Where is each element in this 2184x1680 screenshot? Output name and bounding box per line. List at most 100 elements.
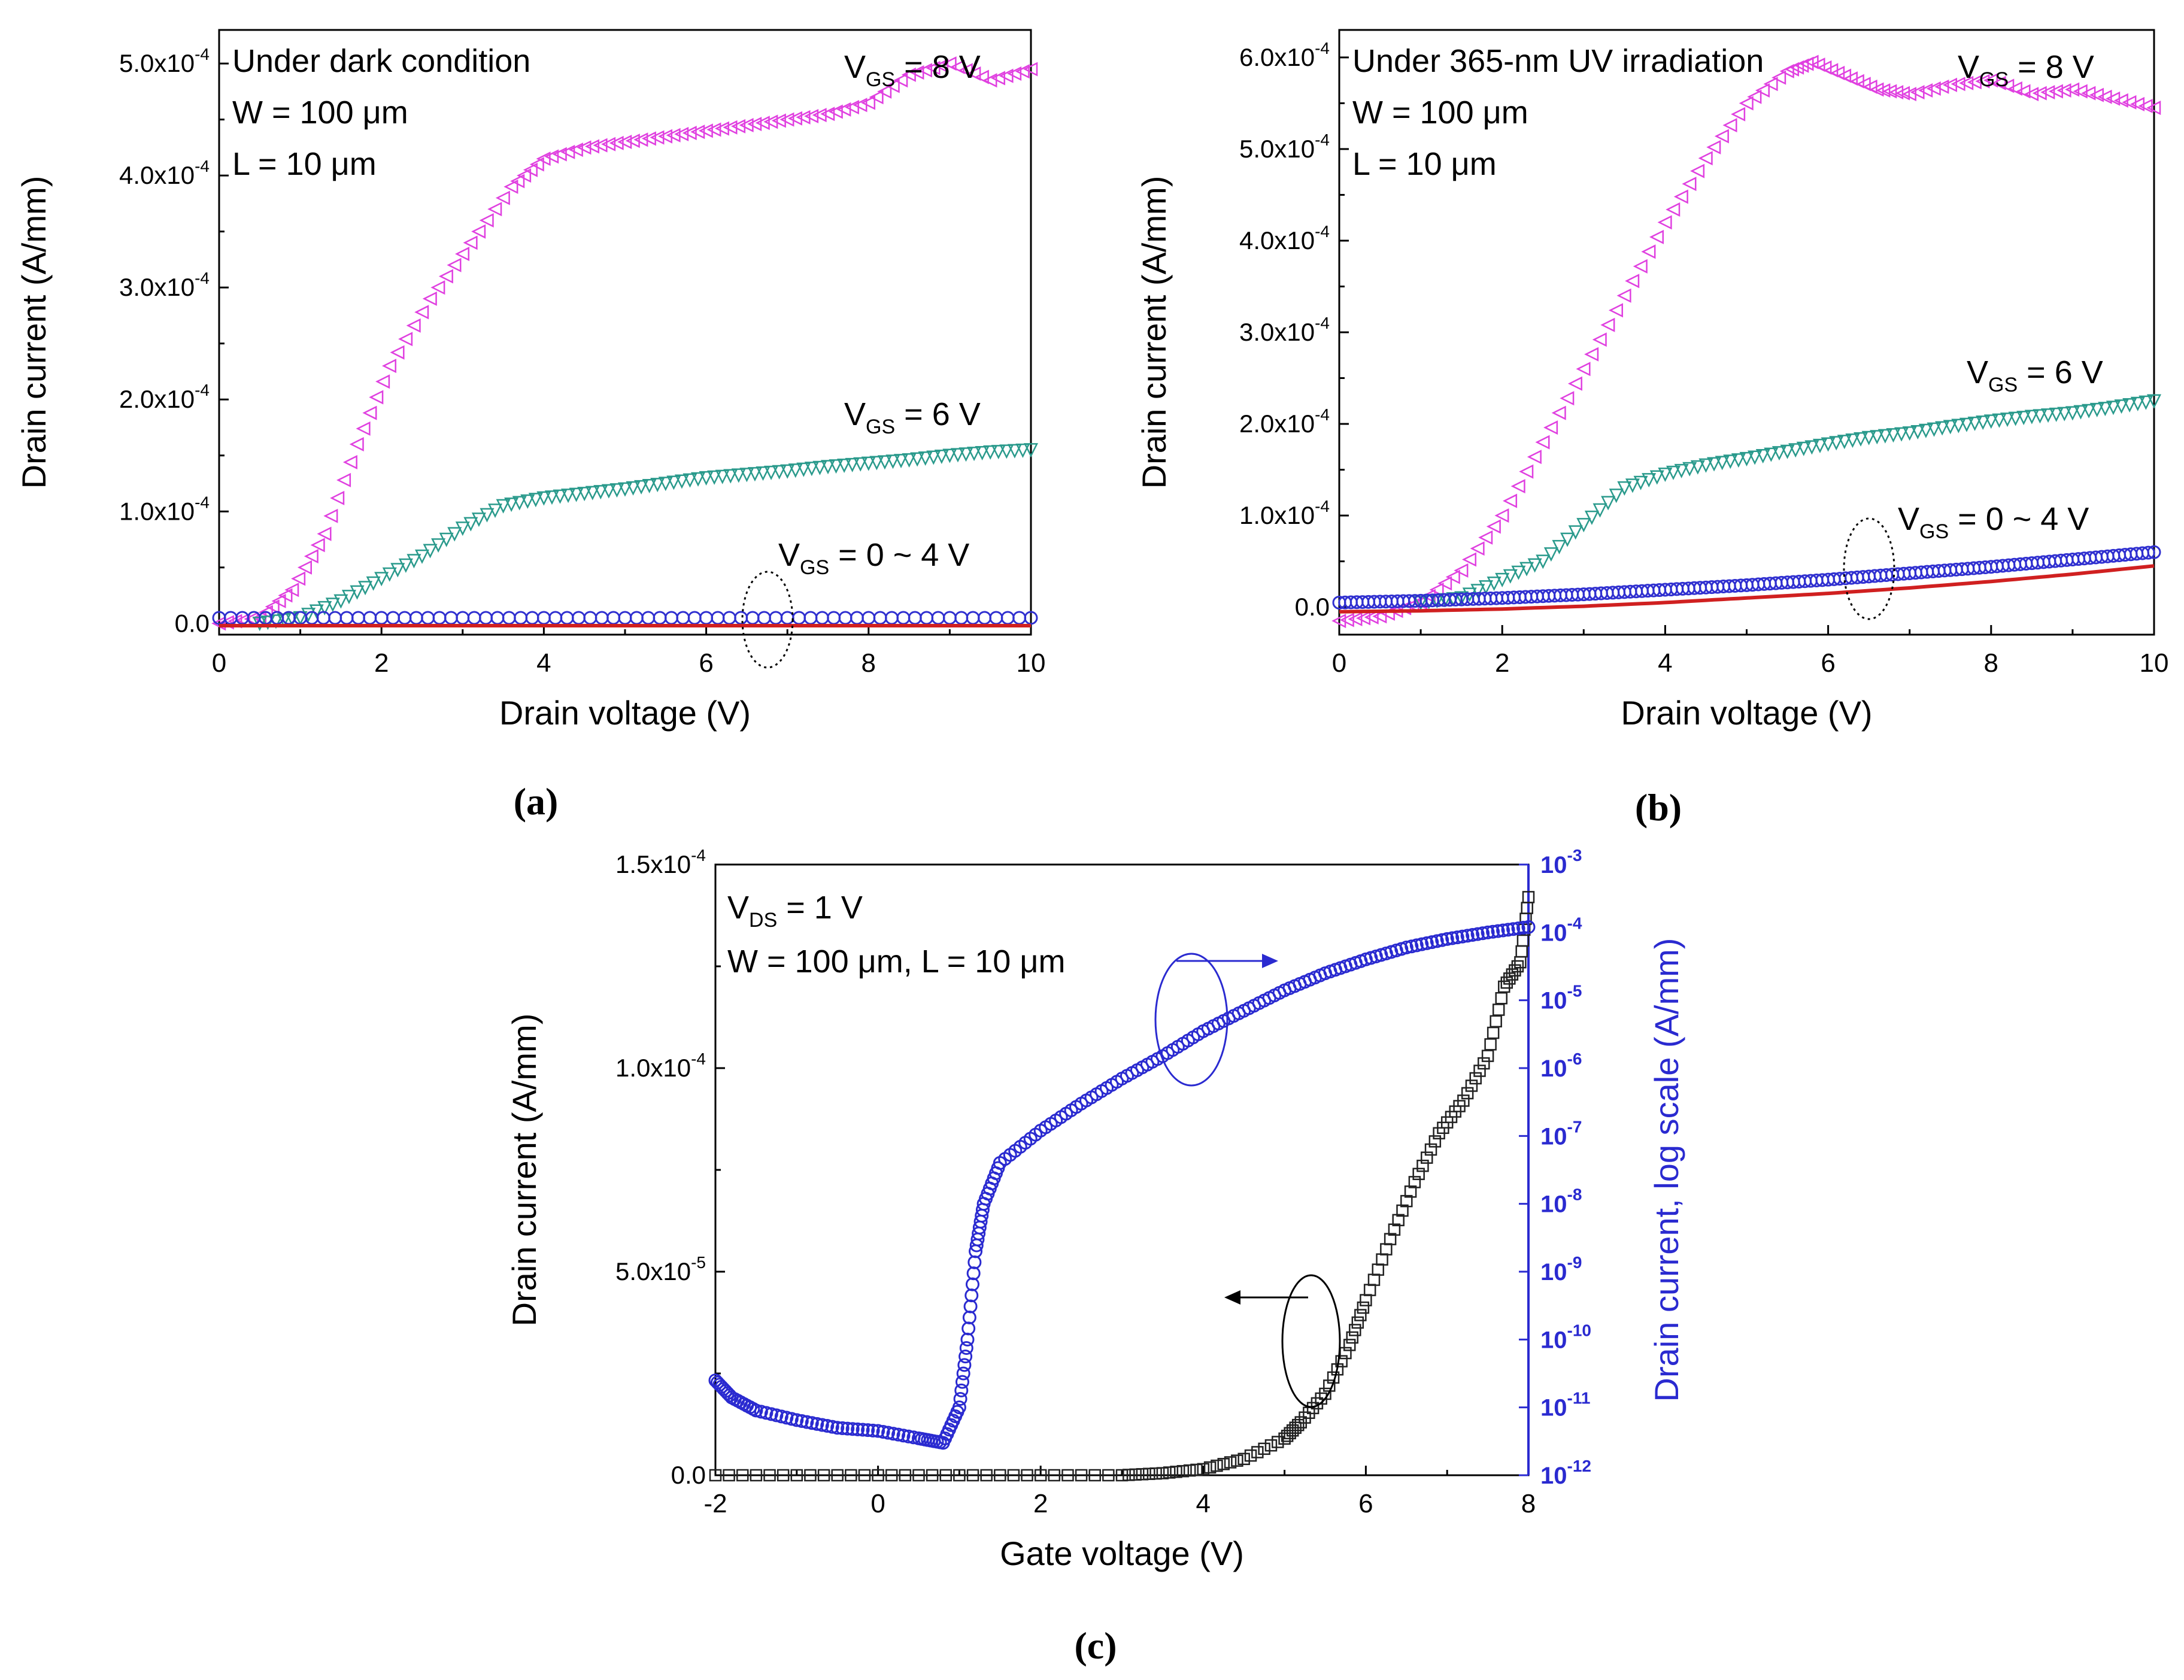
data-point-vgs6 (2008, 411, 2023, 426)
data-point-log (1450, 930, 1464, 945)
data-point-vgs6 (2098, 402, 2113, 417)
data-point-linear (1400, 1194, 1413, 1208)
data-point-log (1496, 923, 1510, 938)
data-point-vgs6 (496, 499, 511, 514)
data-point-vgs8 (1331, 614, 1346, 629)
data-point-vgs6 (707, 470, 722, 485)
data-point-vgs6 (1854, 432, 1868, 447)
series-vgs6 (252, 443, 1039, 632)
data-point-linear (1412, 1167, 1425, 1181)
data-point-vgs6 (642, 478, 657, 494)
y-tick-label: 5.0x10-5 (615, 1253, 706, 1285)
data-point-linear (776, 1469, 790, 1482)
data-point-vgs4 (896, 611, 911, 625)
data-point-vgs8 (1584, 347, 1599, 362)
data-point-vgs8 (336, 472, 351, 487)
data-point-vgs4 (954, 611, 969, 625)
data-point-linear (1346, 1331, 1359, 1344)
data-point-linear (1075, 1469, 1088, 1482)
data-point-vgs6 (1772, 446, 1786, 461)
data-point-vgs8 (1364, 609, 1379, 624)
data-point-vgs8 (1641, 244, 1656, 259)
data-point-vgs6 (544, 490, 559, 505)
data-point-vgs8 (1535, 435, 1550, 450)
data-point-vgs6 (1861, 430, 1876, 445)
data-point-vgs8 (523, 162, 538, 177)
data-point-linear (1408, 1176, 1421, 1188)
data-point-vgs8 (517, 168, 532, 183)
data-point-vgs6 (601, 484, 616, 499)
data-point-vgs4 (641, 611, 656, 625)
data-point-log (1409, 938, 1424, 953)
data-point-log (856, 1423, 870, 1437)
data-point-vgs4 (467, 611, 481, 625)
data-point-linear (1021, 1469, 1033, 1482)
data-point-linear (1349, 1324, 1361, 1336)
data-point-vgs8 (1975, 74, 1990, 89)
data-point-linear (1461, 1087, 1474, 1100)
data-point-vgs6 (1552, 539, 1567, 554)
data-point-vgs6 (1877, 429, 1892, 444)
right-arrow-head (1262, 954, 1278, 968)
data-point-vgs4 (862, 611, 876, 625)
data-point-vgs4 (398, 611, 412, 625)
data-point-vgs6 (1707, 457, 1722, 472)
data-point-linear (1203, 1461, 1217, 1474)
data-point-log (1399, 940, 1413, 954)
data-point-log (902, 1429, 916, 1444)
annotation-0: Under dark condition (232, 43, 530, 79)
data-point-vgs6 (804, 462, 819, 477)
data-point-log (896, 1429, 911, 1443)
data-point-linear (1465, 1079, 1478, 1092)
data-point-vgs4 (942, 611, 957, 625)
data-point-vgs8 (982, 73, 997, 88)
data-point-vgs8 (966, 66, 981, 81)
data-point-vgs8 (1882, 84, 1897, 99)
data-point-vgs4 (757, 611, 771, 625)
data-point-log (841, 1421, 855, 1436)
data-point-vgs4 (734, 611, 748, 625)
data-point-vgs6 (1837, 435, 1852, 450)
series-linear (709, 891, 1535, 1482)
y-tick-label: 5.0x10-4 (119, 45, 210, 77)
data-point-vgs8 (885, 78, 900, 93)
dotted-ellipse (741, 571, 794, 669)
data-point-vgs8 (836, 102, 851, 117)
data-point-linear (1404, 1185, 1417, 1198)
data-point-vgs6 (2041, 408, 2056, 423)
data-point-linear (1136, 1468, 1149, 1481)
data-point-vgs6 (577, 487, 592, 502)
data-point-vgs6 (1935, 421, 1950, 436)
data-point-vgs8 (317, 526, 332, 541)
data-point-vgs4 (548, 611, 563, 625)
data-point-vgs6 (958, 447, 973, 462)
y-axis-label: Drain current (A/mm) (15, 176, 53, 489)
data-point-linear (790, 1469, 803, 1482)
data-point-vgs6 (934, 449, 949, 465)
data-point-log (954, 1383, 969, 1397)
y-tick-label: 1.0x10-4 (119, 493, 210, 525)
annotation-2: L = 10 μm (1352, 146, 1497, 182)
data-point-vgs8 (471, 224, 486, 239)
data-point-vgs6 (918, 451, 933, 466)
x-tick-label: 10 (2140, 648, 2169, 678)
x-axis-label: Drain voltage (V) (499, 694, 751, 732)
data-point-linear (1170, 1466, 1182, 1478)
data-point-linear (1211, 1459, 1223, 1472)
data-point-vgs4 (803, 611, 818, 625)
data-point-vgs6 (1755, 449, 1770, 464)
y-tick-label: 5.0x10-4 (1239, 131, 1330, 163)
data-point-vgs6 (2114, 399, 2129, 414)
data-point-log (1511, 921, 1525, 936)
data-point-vgs8 (430, 280, 445, 295)
series-log (708, 920, 1536, 1450)
y-tick-label: 2.0x10-4 (119, 381, 210, 413)
data-point-vgs6 (2016, 411, 2031, 426)
data-point-vgs6 (731, 468, 746, 483)
data-point-linear (1163, 1466, 1176, 1479)
data-point-linear (1511, 960, 1524, 973)
data-point-vgs4 (409, 611, 423, 625)
data-point-vgs4 (1024, 611, 1038, 625)
data-point-vgs6 (1983, 414, 1998, 429)
data-point-linear (1481, 1050, 1494, 1062)
